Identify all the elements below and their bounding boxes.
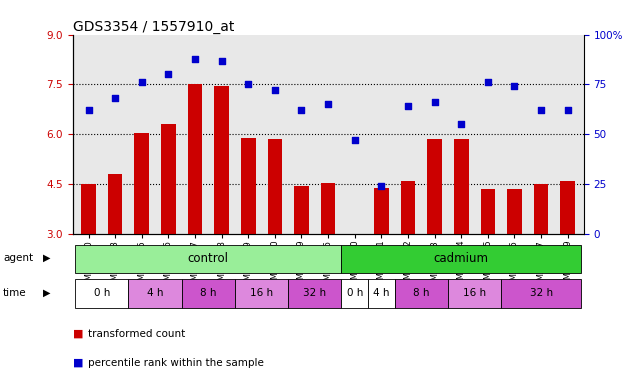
Bar — [235, 279, 288, 308]
Point — [563, 108, 573, 114]
Text: agent: agent — [3, 253, 33, 263]
Bar — [241, 138, 256, 234]
Bar — [341, 245, 581, 273]
Point — [323, 101, 333, 108]
Text: transformed count: transformed count — [88, 329, 186, 339]
Text: 0 h: 0 h — [346, 288, 363, 298]
Text: 32 h: 32 h — [529, 288, 553, 298]
Bar — [129, 279, 182, 308]
Bar — [75, 279, 129, 308]
Text: ▶: ▶ — [43, 253, 50, 263]
Bar — [182, 279, 235, 308]
Point — [403, 103, 413, 109]
Point — [536, 108, 546, 114]
Text: 16 h: 16 h — [250, 288, 273, 298]
Text: cadmium: cadmium — [433, 252, 489, 265]
Text: 8 h: 8 h — [413, 288, 430, 298]
Point — [483, 79, 493, 86]
Bar — [394, 279, 448, 308]
Bar — [215, 86, 229, 234]
Bar — [401, 181, 415, 234]
Bar — [321, 183, 336, 234]
Text: ■: ■ — [73, 358, 83, 368]
Bar — [560, 181, 575, 234]
Text: 0 h: 0 h — [93, 288, 110, 298]
Point — [137, 79, 147, 86]
Bar — [294, 186, 309, 234]
Bar — [374, 188, 389, 234]
Point — [456, 121, 466, 127]
Point — [216, 58, 227, 64]
Bar — [534, 184, 548, 234]
Bar — [481, 189, 495, 234]
Text: ■: ■ — [73, 329, 83, 339]
Bar — [427, 139, 442, 234]
Bar — [108, 174, 122, 234]
Bar — [288, 279, 341, 308]
Point — [270, 88, 280, 94]
Text: 4 h: 4 h — [147, 288, 163, 298]
Bar — [187, 84, 203, 234]
Bar — [81, 184, 96, 234]
Text: 16 h: 16 h — [463, 288, 486, 298]
Bar — [341, 279, 368, 308]
Bar — [448, 279, 501, 308]
Point — [163, 71, 174, 78]
Text: percentile rank within the sample: percentile rank within the sample — [88, 358, 264, 368]
Bar — [454, 139, 469, 234]
Point — [376, 183, 386, 189]
Point — [350, 137, 360, 144]
Text: 4 h: 4 h — [373, 288, 389, 298]
Text: control: control — [188, 252, 229, 265]
Bar — [268, 139, 282, 234]
Point — [190, 55, 200, 61]
Point — [83, 108, 93, 114]
Bar — [75, 245, 341, 273]
Text: 8 h: 8 h — [200, 288, 216, 298]
Bar — [501, 279, 581, 308]
Bar — [134, 133, 149, 234]
Point — [243, 81, 253, 88]
Bar — [161, 124, 175, 234]
Point — [509, 83, 519, 89]
Point — [430, 99, 440, 106]
Point — [297, 108, 307, 114]
Bar — [507, 189, 522, 234]
Bar — [368, 279, 394, 308]
Point — [110, 95, 120, 101]
Text: GDS3354 / 1557910_at: GDS3354 / 1557910_at — [73, 20, 234, 33]
Text: time: time — [3, 288, 27, 298]
Text: 32 h: 32 h — [304, 288, 326, 298]
Text: ▶: ▶ — [43, 288, 50, 298]
